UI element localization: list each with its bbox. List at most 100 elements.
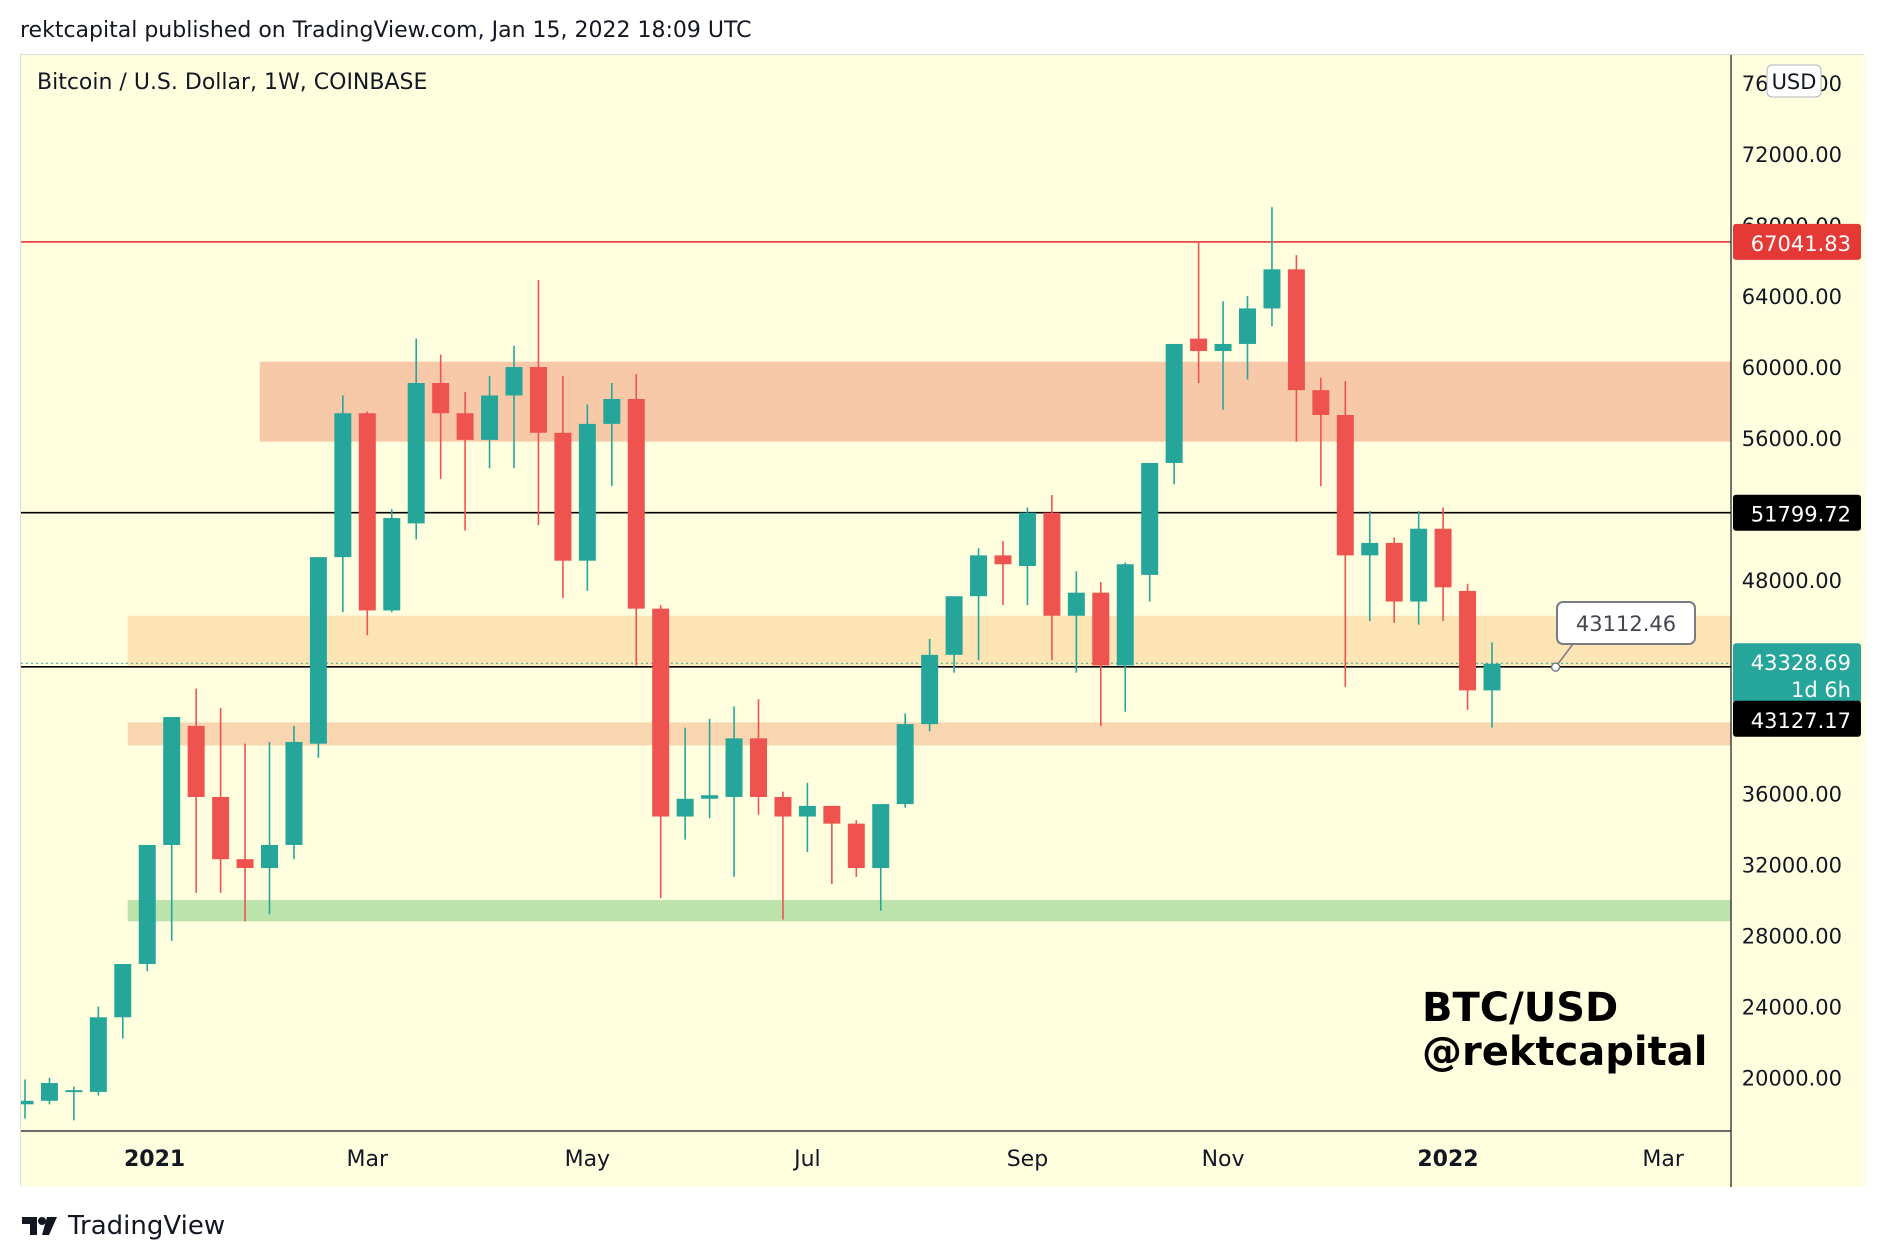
candle-body bbox=[1018, 512, 1036, 567]
candle bbox=[1336, 381, 1354, 687]
candle-body bbox=[945, 596, 963, 655]
candle-body bbox=[1116, 564, 1134, 666]
candle bbox=[383, 509, 401, 613]
candle-body bbox=[1336, 415, 1354, 556]
candle-body bbox=[970, 555, 988, 597]
x-tick-label: Jul bbox=[792, 1147, 821, 1172]
footer-brand[interactable]: TradingView bbox=[68, 1211, 226, 1241]
candle bbox=[261, 741, 278, 915]
y-tick-label: 64000.00 bbox=[1742, 285, 1842, 309]
x-tick-label: Mar bbox=[347, 1147, 389, 1172]
candle-body bbox=[89, 1017, 107, 1092]
candle bbox=[798, 782, 816, 853]
candle bbox=[456, 391, 474, 531]
candle-body bbox=[383, 518, 401, 611]
candle-body bbox=[1287, 269, 1305, 391]
candle-body bbox=[1239, 308, 1256, 344]
candle-body bbox=[798, 805, 816, 817]
y-tick-label: 60000.00 bbox=[1742, 356, 1842, 380]
candles-layer bbox=[21, 207, 1501, 1121]
candle-body bbox=[212, 796, 230, 860]
candle-body bbox=[725, 738, 743, 797]
candle-body bbox=[603, 399, 621, 424]
lower-line-price-tag-text: 43127.17 bbox=[1751, 709, 1851, 733]
candle bbox=[358, 411, 376, 636]
current-price-tag: 43328.69 1d 6h bbox=[1733, 643, 1861, 704]
candle-body bbox=[40, 1083, 58, 1101]
candle bbox=[481, 375, 499, 469]
x-tick-label: May bbox=[565, 1147, 610, 1172]
candle bbox=[407, 338, 425, 540]
chart-svg[interactable]: 20000.00 24000.00 28000.00 32000.00 36000.00… bbox=[21, 55, 1865, 1187]
candle bbox=[89, 1006, 107, 1096]
red-line-price-tag-text: 67041.83 bbox=[1751, 232, 1851, 256]
candle bbox=[896, 713, 914, 808]
published-header: rektcapital published on TradingView.com… bbox=[20, 18, 752, 43]
candle bbox=[1239, 295, 1256, 380]
candle-body bbox=[774, 796, 792, 817]
candle-body bbox=[481, 395, 499, 440]
candle bbox=[334, 395, 352, 613]
callout-anchor bbox=[1550, 662, 1561, 672]
candle bbox=[187, 688, 205, 893]
candle-body bbox=[309, 557, 327, 744]
candle bbox=[163, 717, 181, 941]
candle-body bbox=[334, 413, 352, 558]
resistance-zone bbox=[259, 361, 1732, 442]
candle bbox=[212, 708, 230, 893]
candle bbox=[1361, 510, 1379, 622]
lower-line-price-tag-bg bbox=[1733, 700, 1861, 737]
y-tick-label: 36000.00 bbox=[1742, 782, 1842, 806]
candle bbox=[1410, 510, 1428, 625]
candle bbox=[505, 345, 523, 469]
candle-body bbox=[407, 383, 425, 524]
candle-body bbox=[505, 367, 523, 396]
candle bbox=[1043, 494, 1061, 661]
current-price-tag-bg bbox=[1733, 643, 1861, 704]
candle bbox=[285, 725, 303, 860]
candle bbox=[945, 596, 963, 673]
y-tick-label: 32000.00 bbox=[1742, 854, 1842, 878]
candle-body bbox=[529, 367, 547, 433]
candle-body bbox=[701, 795, 719, 799]
candle bbox=[529, 279, 547, 526]
candle bbox=[1434, 507, 1452, 622]
chart-title: Bitcoin / U.S. Dollar, 1W, COINBASE bbox=[37, 70, 427, 95]
candle-body bbox=[847, 823, 865, 869]
current-price-tag-text: 1d 6h bbox=[1791, 678, 1851, 702]
currency-label: USD bbox=[1772, 70, 1817, 94]
candle bbox=[432, 354, 450, 479]
candle bbox=[1263, 207, 1281, 327]
y-tick-label: 56000.00 bbox=[1742, 427, 1842, 451]
watermark-pair: BTC/USD bbox=[1422, 985, 1618, 1031]
lines-layer bbox=[21, 241, 1731, 668]
candle-body bbox=[187, 725, 205, 797]
candle-body bbox=[1385, 542, 1403, 602]
candle bbox=[994, 541, 1012, 606]
candle bbox=[1067, 571, 1085, 673]
tradingview-logo-icon bbox=[22, 1217, 57, 1235]
chart-panel[interactable]: 20000.00 24000.00 28000.00 32000.00 36000.00… bbox=[20, 54, 1865, 1187]
candle bbox=[309, 557, 327, 758]
candle-body bbox=[432, 383, 450, 414]
candle-body bbox=[358, 413, 376, 611]
x-tick-label: Sep bbox=[1007, 1147, 1048, 1172]
candle-body bbox=[994, 555, 1012, 565]
upper-line-price-tag-text: 51799.72 bbox=[1751, 503, 1851, 527]
candle-body bbox=[652, 608, 670, 817]
candle-body bbox=[1214, 343, 1232, 352]
candle bbox=[774, 791, 792, 920]
y-tick-label: 28000.00 bbox=[1742, 925, 1842, 949]
support-zone-lower bbox=[127, 722, 1732, 746]
candle bbox=[872, 804, 890, 911]
candle-body bbox=[65, 1090, 83, 1093]
candle-body bbox=[1483, 663, 1501, 691]
candle-body bbox=[921, 654, 939, 725]
footer: TradingView bbox=[20, 1208, 225, 1244]
candle-body bbox=[578, 423, 596, 561]
price-callout: 43112.46 bbox=[1550, 601, 1696, 672]
candle-body bbox=[138, 844, 156, 964]
candle-body bbox=[1263, 269, 1281, 309]
callout-label: 43112.46 bbox=[1576, 612, 1676, 636]
candle-body bbox=[823, 805, 841, 824]
